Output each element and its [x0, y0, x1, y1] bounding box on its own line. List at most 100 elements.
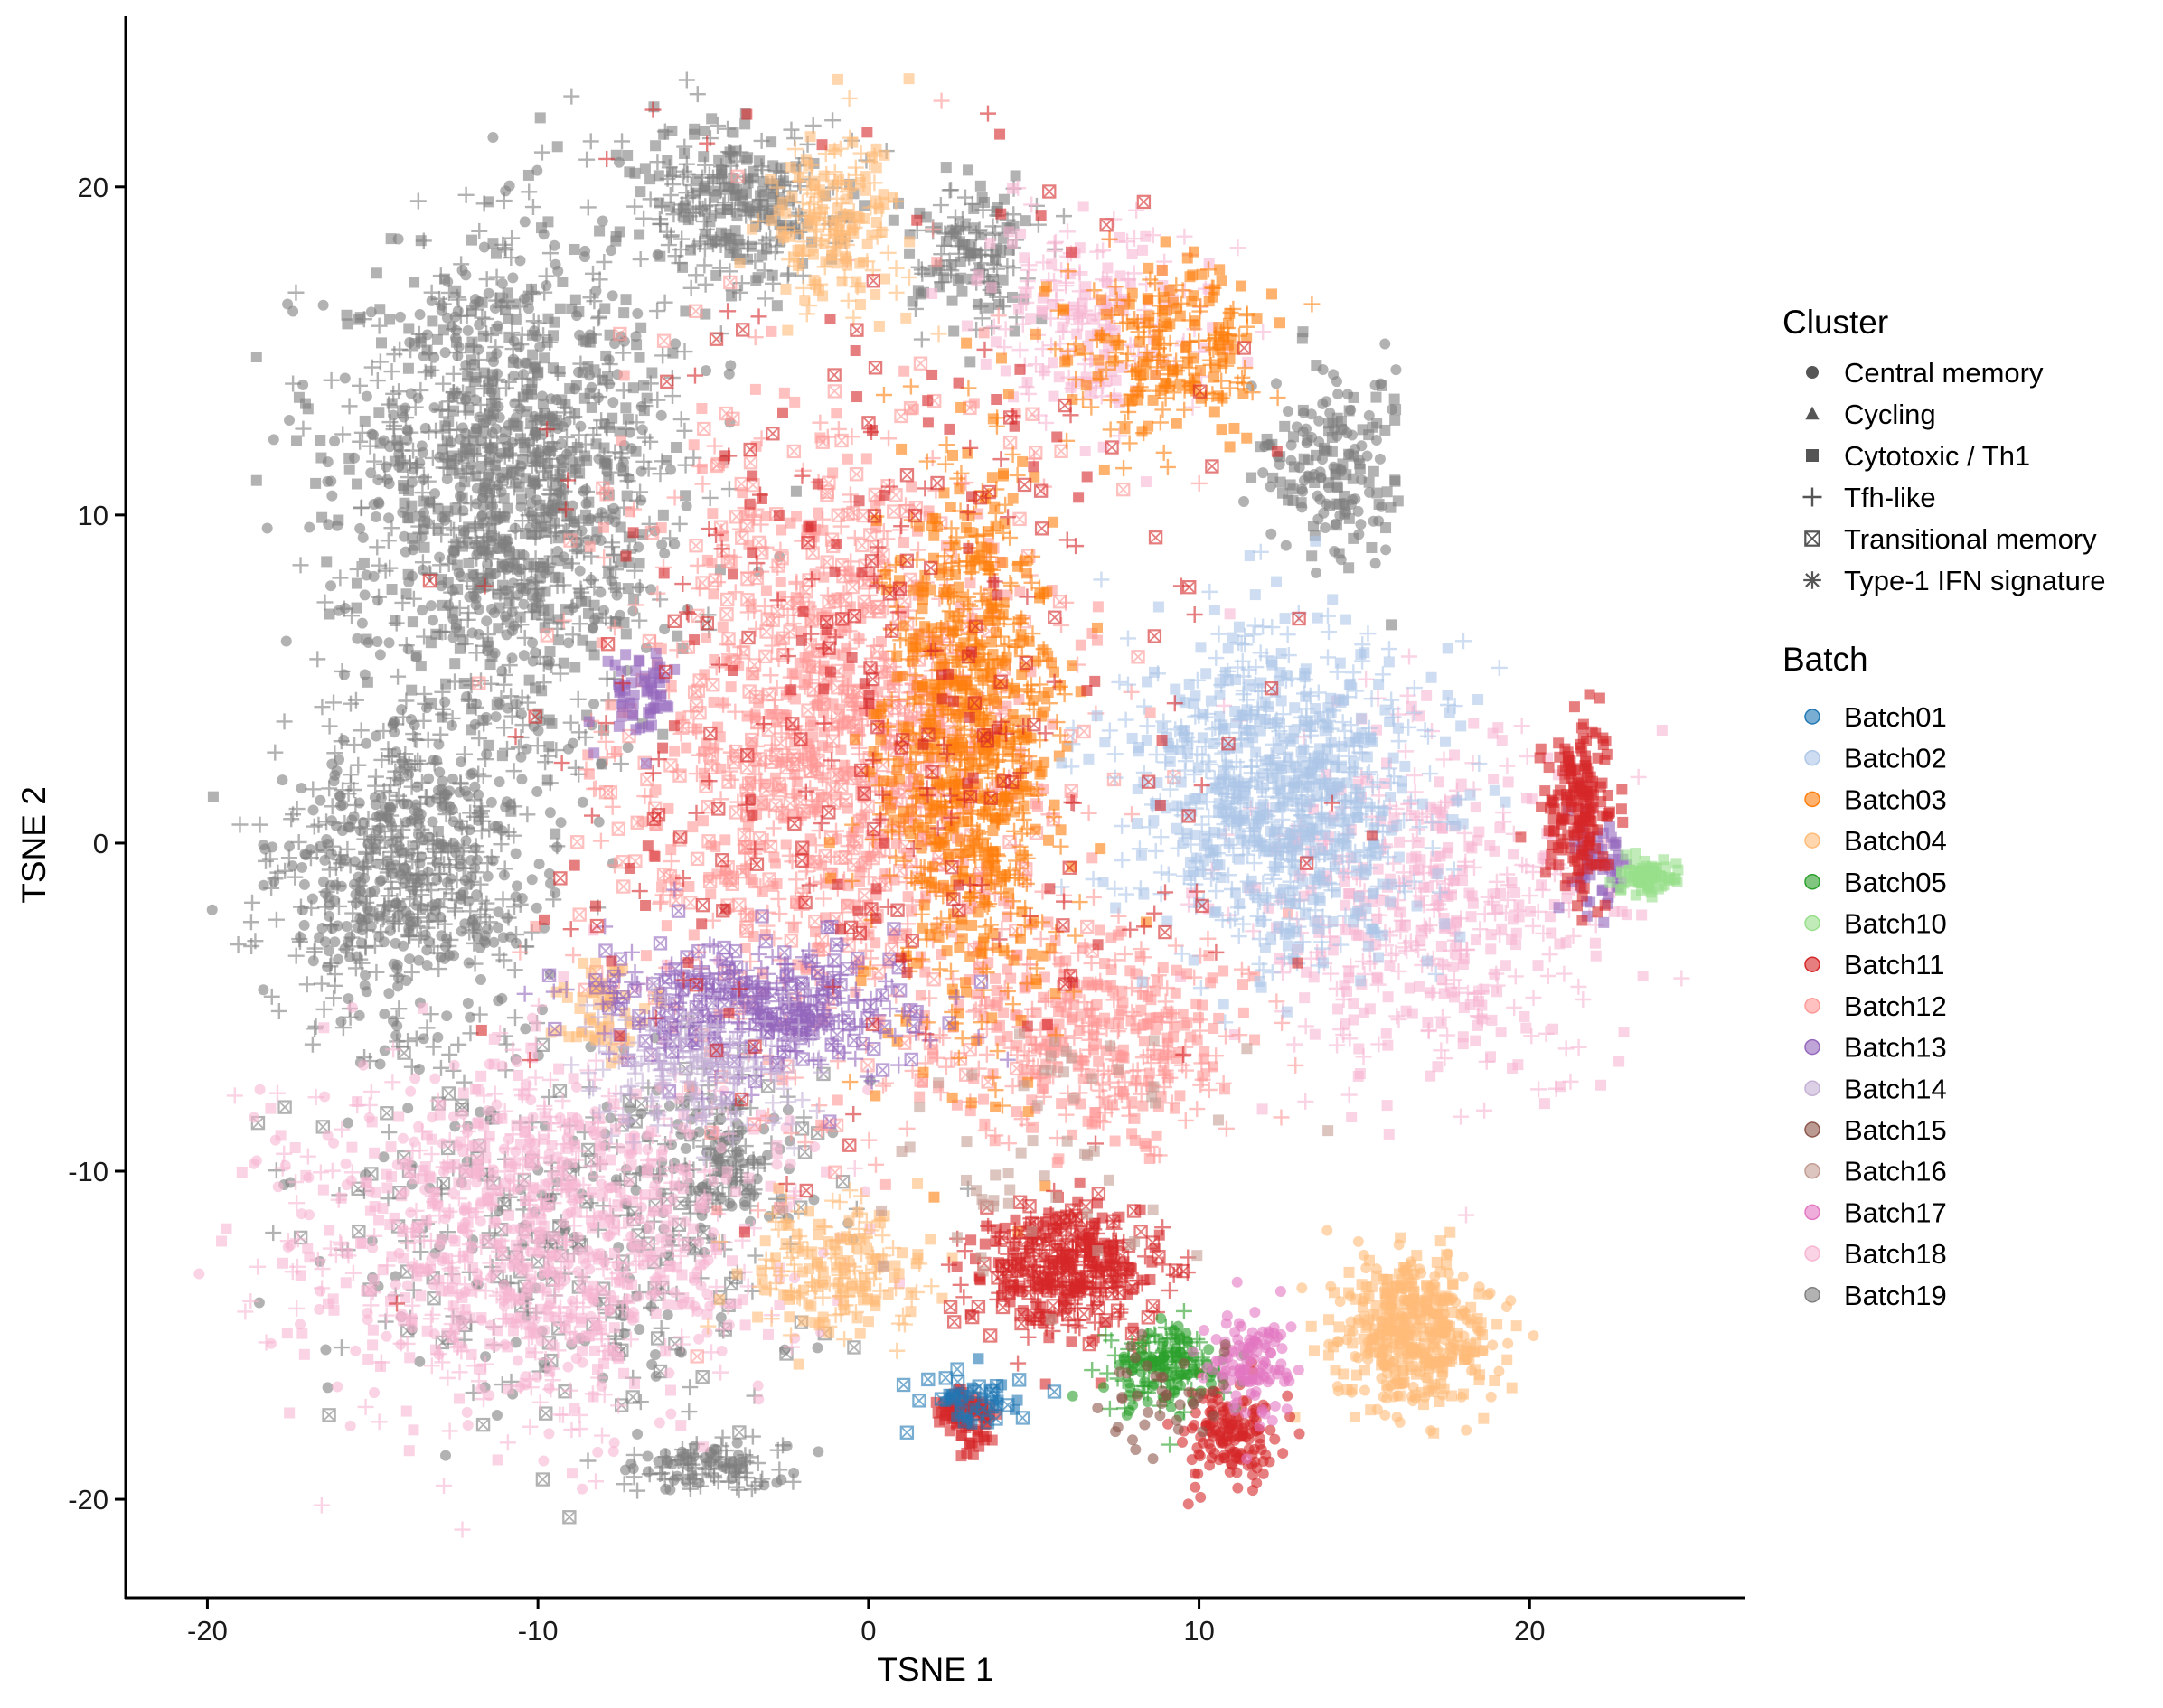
- data-point: [698, 151, 709, 162]
- data-point: [469, 782, 480, 793]
- data-point: [689, 129, 700, 140]
- data-point: [525, 199, 541, 215]
- data-point: [486, 604, 497, 615]
- data-point: [1056, 208, 1072, 224]
- data-point: [531, 903, 542, 914]
- data-point: [512, 420, 522, 431]
- data-point: [376, 793, 387, 803]
- data-point: [578, 335, 589, 346]
- data-point: [1283, 406, 1293, 417]
- data-point: [401, 588, 412, 599]
- data-point: [633, 251, 649, 267]
- data-point: [522, 744, 532, 755]
- data-point: [1355, 464, 1366, 474]
- data-point: [463, 325, 474, 336]
- data-point: [531, 530, 542, 540]
- data-point: [1347, 429, 1358, 440]
- data-point: [650, 140, 661, 151]
- data-point: [487, 132, 498, 143]
- data-point: [545, 807, 556, 818]
- data-point: [767, 270, 778, 281]
- data-point: [396, 868, 407, 879]
- data-point: [268, 912, 285, 928]
- data-point: [530, 427, 541, 437]
- data-point: [666, 126, 677, 136]
- data-point: [696, 257, 712, 273]
- data-point: [483, 871, 494, 882]
- data-point: [334, 791, 345, 802]
- data-point: [429, 488, 440, 499]
- data-point: [528, 656, 539, 667]
- data-point: [635, 558, 645, 568]
- data-point: [303, 403, 314, 414]
- data-point: [588, 622, 598, 633]
- data-point: [479, 544, 490, 555]
- data-point: [470, 376, 481, 387]
- data-point: [1020, 215, 1031, 226]
- data-point: [333, 515, 343, 526]
- data-point: [724, 153, 735, 164]
- data-point: [262, 522, 273, 533]
- data-point: [373, 497, 384, 508]
- data-point: [519, 806, 535, 822]
- data-point: [390, 615, 400, 626]
- data-point: [268, 434, 279, 445]
- data-point: [425, 366, 436, 377]
- data-point: [661, 455, 672, 465]
- data-point: [999, 194, 1010, 205]
- data-point: [889, 215, 899, 226]
- data-point: [342, 318, 353, 329]
- data-point: [578, 797, 588, 808]
- data-point: [942, 182, 958, 198]
- data-point: [600, 456, 611, 467]
- data-point: [623, 583, 634, 594]
- data-point: [514, 482, 525, 493]
- data-point: [322, 962, 333, 972]
- data-point: [277, 774, 287, 785]
- data-point: [622, 150, 633, 161]
- data-point: [753, 272, 764, 283]
- data-point: [421, 702, 432, 713]
- data-point: [948, 326, 959, 337]
- data-point: [739, 118, 750, 129]
- data-point: [662, 155, 672, 166]
- data-point: [964, 356, 975, 367]
- data-point: [539, 229, 550, 239]
- data-point: [440, 679, 451, 690]
- data-point: [549, 240, 560, 251]
- data-point: [554, 366, 565, 377]
- data-point: [486, 797, 497, 808]
- data-point: [1265, 529, 1276, 540]
- data-point: [320, 888, 331, 899]
- data-points: [193, 72, 1689, 1538]
- data-point: [635, 211, 652, 227]
- data-point: [318, 300, 329, 311]
- data-point: [973, 299, 983, 310]
- data-point: [326, 815, 337, 826]
- data-point: [510, 523, 521, 534]
- data-point: [597, 758, 607, 769]
- data-point: [466, 235, 477, 246]
- data-point: [657, 729, 668, 740]
- data-point: [450, 388, 461, 399]
- data-point: [371, 511, 381, 522]
- data-point: [518, 599, 529, 610]
- data-point: [357, 618, 368, 629]
- data-point: [404, 337, 415, 348]
- data-point: [676, 423, 692, 439]
- data-point: [304, 522, 315, 533]
- data-point: [315, 795, 325, 806]
- data-point: [506, 652, 517, 663]
- data-point: [299, 976, 315, 992]
- data-point: [342, 398, 358, 414]
- data-point: [403, 485, 414, 496]
- data-point: [418, 565, 428, 576]
- data-point: [603, 567, 614, 577]
- data-point: [410, 192, 427, 209]
- data-point: [467, 915, 478, 926]
- data-point: [507, 1009, 523, 1026]
- data-point: [531, 602, 541, 613]
- data-point: [554, 469, 565, 480]
- data-point: [493, 623, 503, 633]
- data-point: [384, 314, 395, 324]
